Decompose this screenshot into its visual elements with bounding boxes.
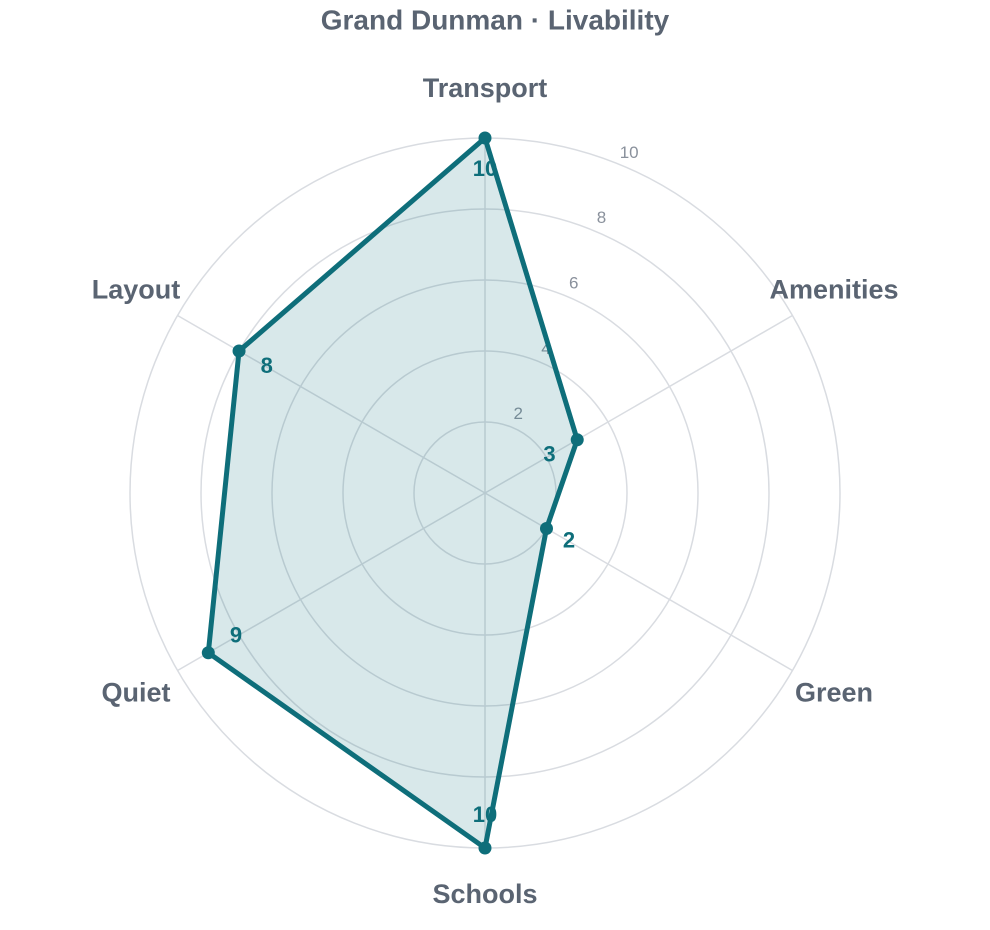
- tick-label: 4: [541, 339, 550, 358]
- axis-label: Layout: [92, 275, 181, 305]
- point: [232, 344, 246, 358]
- radar-area: [205, 135, 580, 851]
- point: [539, 522, 553, 535]
- spoke: [177, 492, 486, 672]
- point: [478, 841, 492, 855]
- point: [478, 131, 492, 145]
- tick-label: 10: [620, 143, 639, 162]
- data-label: 8: [261, 353, 273, 378]
- spoke: [484, 492, 793, 672]
- tick-label: 2: [513, 404, 522, 423]
- data-label: 10: [473, 156, 497, 181]
- point: [201, 646, 215, 660]
- axis-label: Schools: [432, 879, 537, 909]
- chart-title: Grand Dunman · Livability: [321, 4, 670, 35]
- tick-label: 6: [569, 274, 578, 293]
- data-label: 3: [543, 442, 555, 467]
- tick-label: 8: [597, 208, 606, 227]
- spoke: [177, 314, 486, 494]
- axis-label: Transport: [423, 73, 548, 103]
- spoke: [484, 314, 793, 494]
- data-label: 2: [563, 527, 575, 552]
- axis-label: Quiet: [101, 678, 170, 708]
- data-label: 9: [230, 623, 242, 648]
- axis-label: Amenities: [769, 275, 898, 305]
- axis-label: Green: [795, 678, 873, 708]
- data-label: 10: [473, 802, 497, 827]
- point: [570, 433, 584, 447]
